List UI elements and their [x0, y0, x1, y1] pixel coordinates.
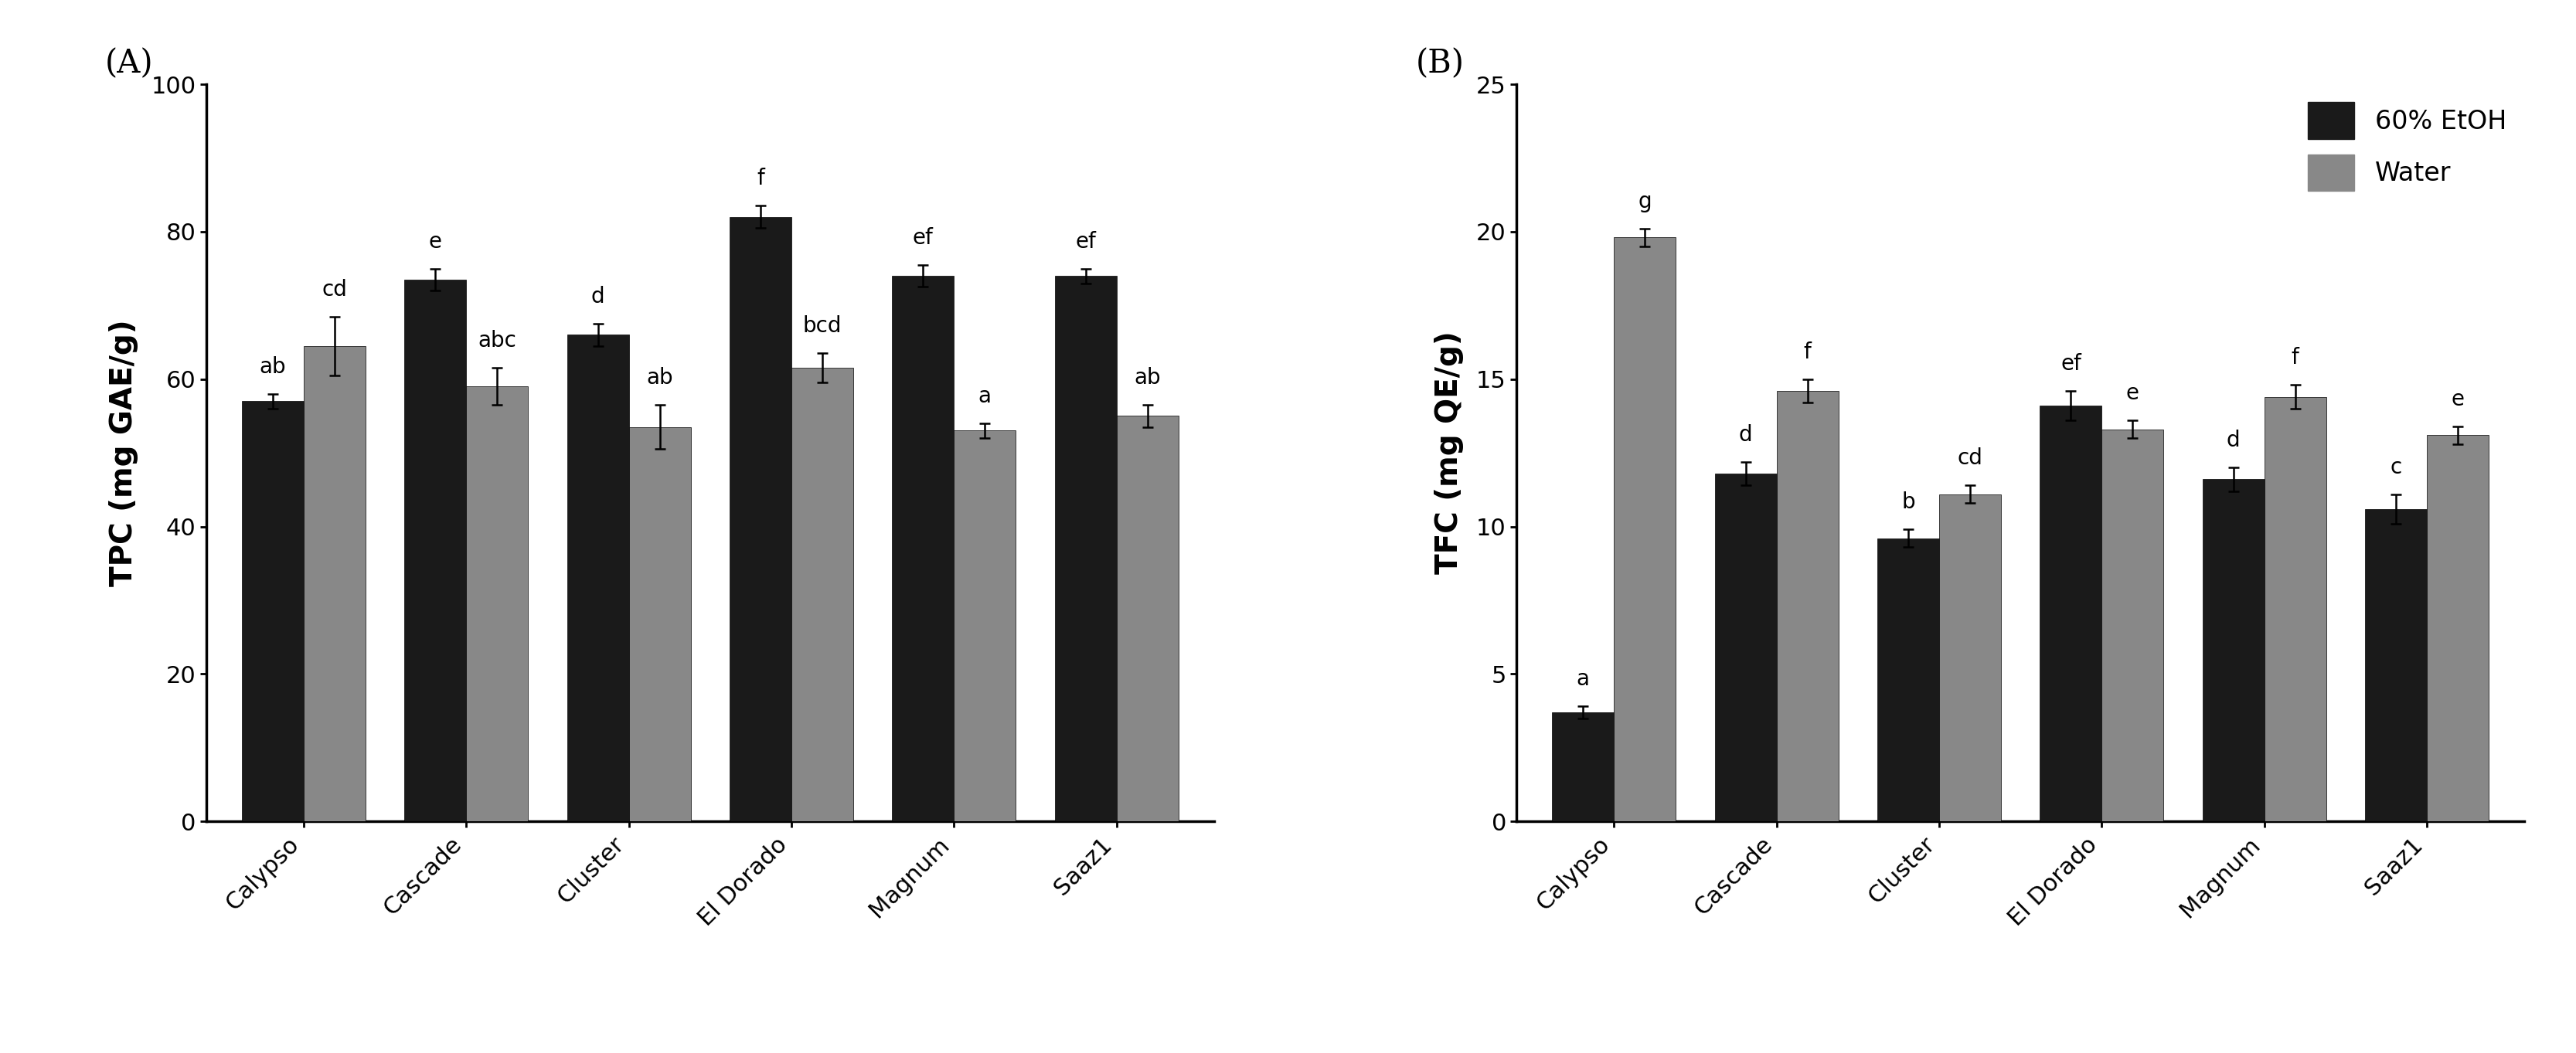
Bar [953, 431, 1015, 821]
Text: e: e [428, 231, 443, 253]
Text: f: f [2293, 347, 2298, 369]
Bar [729, 217, 791, 821]
Bar [629, 426, 690, 821]
Bar [2365, 509, 2427, 821]
Bar [304, 345, 366, 821]
Bar [1777, 391, 1839, 821]
Text: d: d [590, 286, 605, 307]
Text: cd: cd [1958, 448, 1984, 469]
Bar [891, 276, 953, 821]
Bar [1054, 276, 1115, 821]
Text: c: c [2391, 456, 2401, 478]
Text: a: a [1577, 669, 1589, 690]
Bar [242, 401, 304, 821]
Text: ef: ef [1074, 231, 1095, 253]
Text: ab: ab [647, 367, 672, 389]
Text: bcd: bcd [804, 316, 842, 337]
Bar [1615, 238, 1677, 821]
Bar [1553, 712, 1615, 821]
Y-axis label: TFC (mg QE/g): TFC (mg QE/g) [1435, 332, 1463, 574]
Text: f: f [757, 168, 765, 190]
Bar [2264, 397, 2326, 821]
Bar [1716, 474, 1777, 821]
Y-axis label: TPC (mg GAE/g): TPC (mg GAE/g) [108, 319, 139, 587]
Bar [1115, 416, 1177, 821]
Bar [1878, 538, 1940, 821]
Bar [567, 335, 629, 821]
Bar [466, 386, 528, 821]
Text: (A): (A) [106, 47, 155, 80]
Text: a: a [979, 385, 992, 408]
Text: (B): (B) [1417, 47, 1463, 80]
Bar [404, 279, 466, 821]
Text: e: e [2452, 389, 2465, 410]
Bar [1940, 494, 2002, 821]
Text: f: f [1803, 341, 1811, 363]
Text: ef: ef [2061, 353, 2081, 375]
Text: e: e [2125, 382, 2138, 404]
Text: ab: ab [260, 356, 286, 378]
Text: abc: abc [477, 331, 515, 352]
Text: g: g [1638, 191, 1651, 213]
Text: b: b [1901, 492, 1914, 513]
Text: ef: ef [912, 227, 933, 249]
Legend: 60% EtOH, Water: 60% EtOH, Water [2298, 92, 2517, 201]
Bar [2040, 405, 2102, 821]
Bar [2102, 430, 2164, 821]
Bar [791, 367, 853, 821]
Text: ab: ab [1133, 367, 1162, 389]
Text: d: d [1739, 423, 1752, 445]
Bar [2202, 479, 2264, 821]
Text: cd: cd [322, 279, 348, 300]
Bar [2427, 435, 2488, 821]
Text: d: d [2226, 430, 2241, 452]
